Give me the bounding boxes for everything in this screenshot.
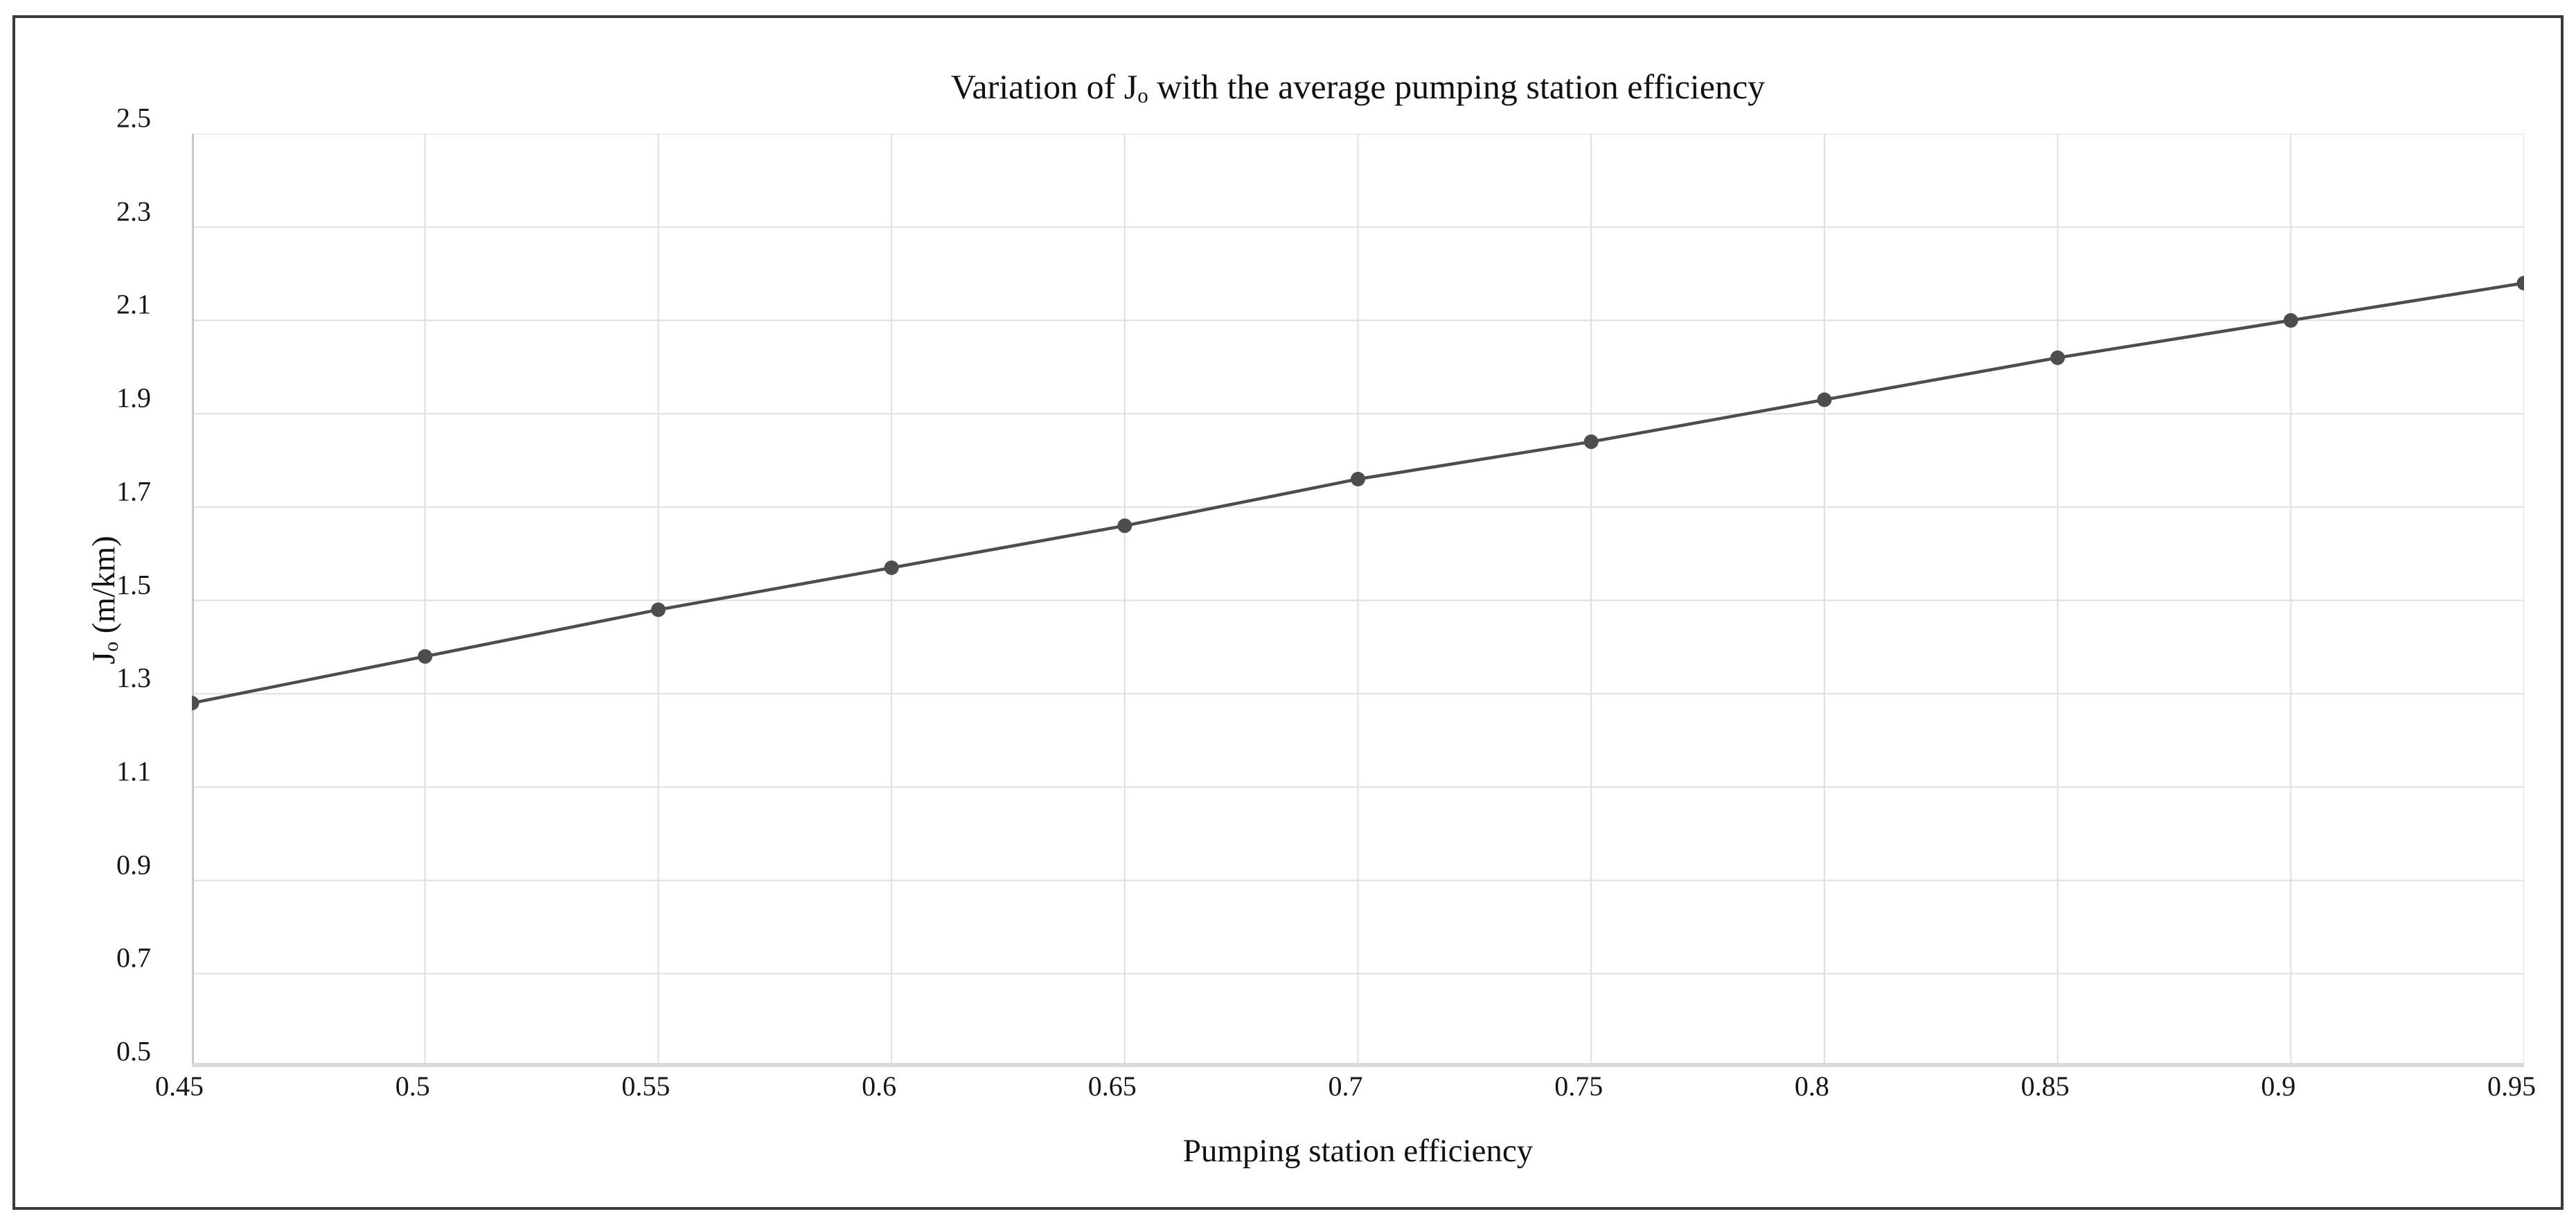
x-tick-label: 0.75 <box>1554 1071 1604 1102</box>
y-tick-label: 1.5 <box>116 569 151 601</box>
y-tick-label: 0.7 <box>116 942 151 974</box>
y-tick-label: 2.1 <box>116 288 151 320</box>
data-point-marker <box>2050 350 2066 365</box>
y-tick-label: 1.9 <box>116 382 151 414</box>
x-tick-label: 0.65 <box>1087 1071 1137 1102</box>
y-axis-title-subscript: o <box>100 641 123 652</box>
x-tick-label: 0.9 <box>2261 1071 2296 1102</box>
data-point-marker <box>192 696 199 711</box>
x-tick-label: 0.55 <box>621 1071 670 1102</box>
y-tick-label: 2.3 <box>116 195 151 227</box>
y-tick-label: 0.9 <box>116 849 151 881</box>
chart-title-subscript: o <box>1137 82 1148 107</box>
x-tick-label: 0.5 <box>395 1071 430 1102</box>
x-tick-label: 0.95 <box>2487 1071 2536 1102</box>
data-point-marker <box>884 560 899 575</box>
data-point-marker <box>650 602 666 617</box>
data-point-marker <box>1117 518 1132 534</box>
x-tick-label: 0.8 <box>1794 1071 1829 1102</box>
chart-title-prefix: Variation of J <box>950 67 1138 106</box>
data-point-marker <box>2516 276 2524 291</box>
x-tick-label: 0.6 <box>862 1071 897 1102</box>
data-point-marker <box>2283 313 2298 328</box>
data-point-marker <box>1817 392 1832 407</box>
x-tick-label: 0.85 <box>2020 1071 2070 1102</box>
y-tick-label: 1.3 <box>116 662 151 694</box>
y-tick-label: 0.5 <box>116 1035 151 1067</box>
x-tick-label: 0.45 <box>155 1071 204 1102</box>
y-tick-label: 1.1 <box>116 755 151 787</box>
chart-title-suffix: with the average pumping station efficie… <box>1148 67 1766 106</box>
y-tick-label: 1.7 <box>116 475 151 507</box>
screenshot-frame: Variation of Jo with the average pumping… <box>12 15 2564 1210</box>
data-point-marker <box>1583 434 1599 450</box>
plot-area <box>192 134 2524 1067</box>
y-tick-label: 2.5 <box>116 102 151 134</box>
data-point-marker <box>1351 471 1365 486</box>
x-axis-title: Pumping station efficiency <box>1182 1133 1534 1169</box>
data-point-marker <box>418 649 433 664</box>
x-tick-label: 0.7 <box>1328 1071 1363 1102</box>
chart-title: Variation of Jo with the average pumping… <box>192 67 2524 107</box>
